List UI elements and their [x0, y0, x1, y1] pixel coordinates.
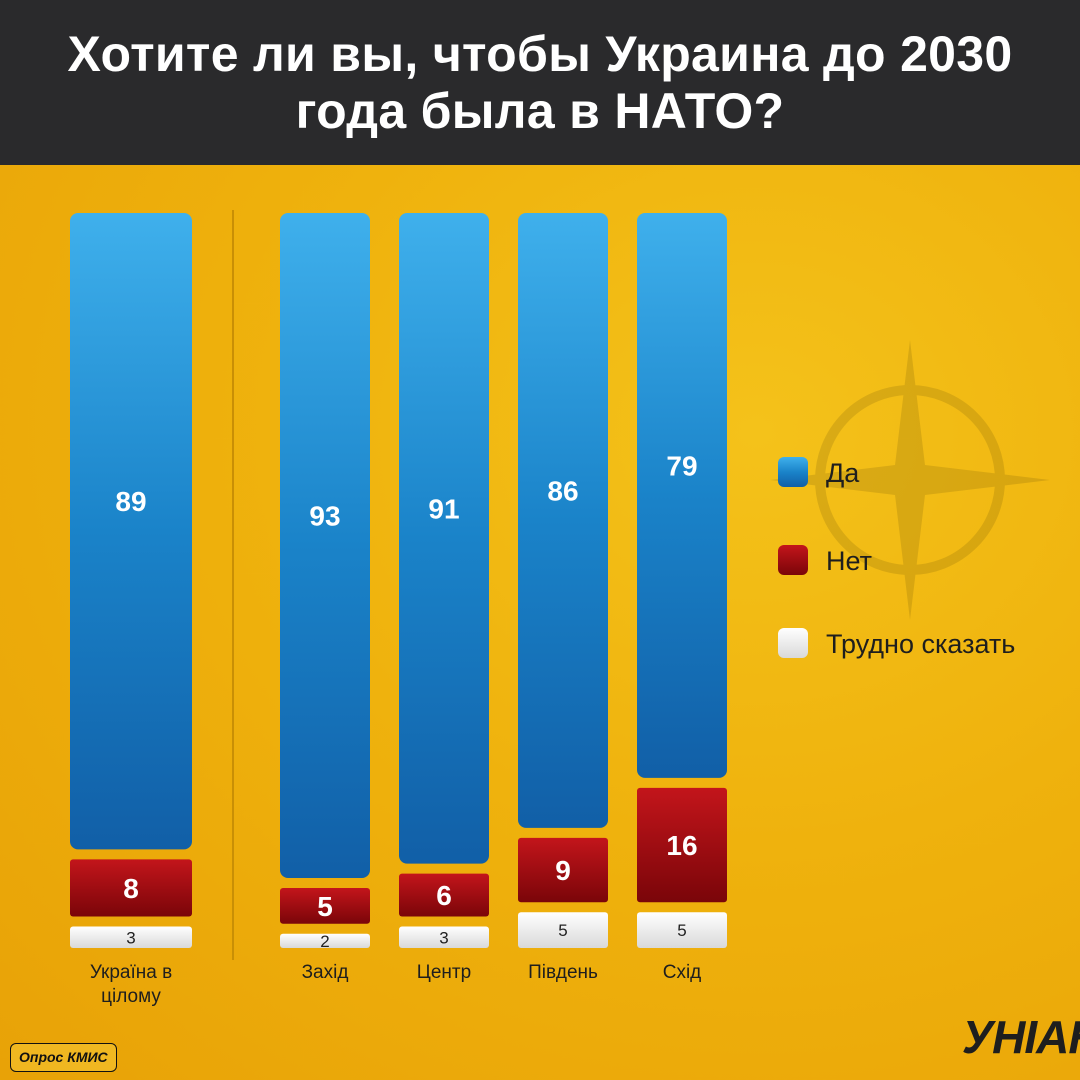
- category-label-0: Україна в цілому: [90, 962, 172, 1007]
- category-label-1: Захід: [302, 962, 349, 983]
- value-label-no-3: 9: [555, 855, 571, 886]
- category-label-4: Схід: [663, 962, 702, 983]
- value-label-no-2: 6: [436, 880, 452, 911]
- legend-swatch-yes: [778, 457, 808, 487]
- value-label-yes-4: 79: [666, 450, 697, 481]
- value-label-yes-2: 91: [428, 493, 459, 524]
- bar-yes-3: [518, 213, 608, 828]
- value-label-no-1: 5: [317, 891, 333, 922]
- bar-hard-3: [518, 912, 608, 948]
- category-label-2: Центр: [417, 962, 471, 983]
- value-label-no-4: 16: [666, 830, 697, 861]
- value-label-yes-3: 86: [547, 475, 578, 506]
- legend-label-hard: Трудно сказать: [826, 629, 1015, 659]
- header-bar: Хотите ли вы, чтобы Украина до 2030 года…: [0, 0, 1080, 165]
- value-label-yes-1: 93: [309, 500, 340, 531]
- bar-hard-4: [637, 912, 727, 948]
- bar-yes-4: [637, 213, 727, 778]
- bar-hard-2: [399, 926, 489, 948]
- nato-star-watermark: [770, 340, 1050, 620]
- value-label-hard-0: 3: [126, 928, 135, 947]
- bar-no-4: [637, 787, 727, 903]
- bar-no-3: [518, 837, 608, 903]
- unian-logo: УНІАН: [962, 1011, 1080, 1063]
- value-label-hard-1: 2: [320, 932, 329, 951]
- value-label-yes-0: 89: [115, 486, 146, 517]
- value-label-hard-3: 5: [558, 921, 567, 940]
- value-label-hard-2: 3: [439, 928, 448, 947]
- legend-swatch-no: [778, 545, 808, 575]
- bar-yes-0: [70, 213, 192, 850]
- bar-hard-1: [280, 933, 370, 948]
- category-label-3: Південь: [528, 962, 598, 983]
- value-label-hard-4: 5: [677, 921, 686, 940]
- legend-label-yes: Да: [826, 458, 860, 488]
- bar-yes-1: [280, 213, 370, 878]
- bar-no-1: [280, 887, 370, 924]
- bar-no-2: [399, 873, 489, 917]
- bar-hard-0: [70, 926, 192, 948]
- bar-no-0: [70, 859, 192, 917]
- chart-title: Хотите ли вы, чтобы Украина до 2030 года…: [67, 25, 1013, 139]
- bar-yes-2: [399, 213, 489, 864]
- legend-swatch-hard: [778, 628, 808, 658]
- legend-label-no: Нет: [826, 546, 872, 576]
- source-note: Опрос КМИС: [10, 1043, 117, 1072]
- value-label-no-0: 8: [123, 873, 139, 904]
